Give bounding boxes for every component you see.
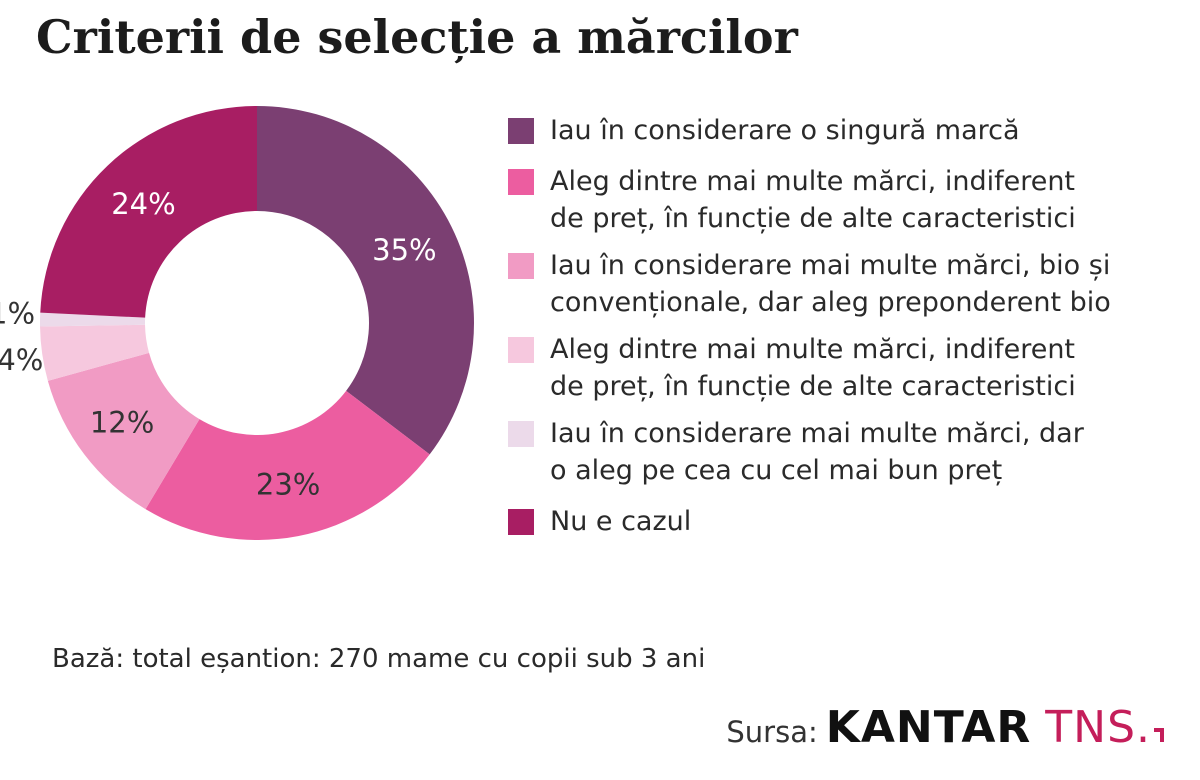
donut-slice-2 [145, 390, 430, 540]
legend-label-line: Iau în considerare mai multe mărci, dar [550, 418, 1084, 449]
logo-corner-mark-icon [1154, 728, 1164, 742]
legend-label-line: Iau în considerare mai multe mărci, bio … [550, 250, 1111, 281]
legend-swatch-2 [508, 169, 534, 195]
legend-item-6: Nu e cazul [508, 503, 1168, 540]
legend-label-line: Aleg dintre mai multe mărci, indiferent [550, 166, 1076, 197]
sample-base-note: Bază: total eșantion: 270 mame cu copii … [52, 644, 706, 674]
chart-title: Criterii de selecție a mărcilor [36, 10, 798, 64]
slice-value-label-4: 4% [0, 343, 43, 377]
slice-value-label-3: 12% [90, 406, 154, 440]
legend-label-line: o aleg pe cea cu cel mai bun preț [550, 455, 1003, 486]
source-line: Sursa: KANTAR TNS. [726, 702, 1164, 753]
legend-label-2: Aleg dintre mai multe mărci, indiferent d… [550, 163, 1076, 237]
donut-slice-3 [47, 352, 200, 510]
legend-item-3: Iau în considerare mai multe mărci, bio … [508, 247, 1168, 321]
legend-label-5: Iau în considerare mai multe mărci, dar o… [550, 415, 1084, 489]
legend-item-5: Iau în considerare mai multe mărci, dar o… [508, 415, 1168, 489]
legend-label-1: Iau în considerare o singură marcă [550, 112, 1020, 149]
legend-swatch-3 [508, 253, 534, 279]
legend-item-4: Aleg dintre mai multe mărci, indiferent d… [508, 331, 1168, 405]
donut-slice-5 [39, 312, 146, 327]
slice-value-label-6: 24% [111, 187, 175, 221]
legend-label-line: Nu e cazul [550, 506, 692, 537]
legend-label-3: Iau în considerare mai multe mărci, bio … [550, 247, 1111, 321]
legend-label-line: de preț, în funcție de alte caracteristi… [550, 371, 1076, 402]
legend-item-2: Aleg dintre mai multe mărci, indiferent d… [508, 163, 1168, 237]
legend-swatch-1 [508, 118, 534, 144]
kantar-tns-logo: KANTAR TNS. [826, 702, 1164, 753]
legend-swatch-6 [508, 509, 534, 535]
donut-slices [39, 106, 475, 540]
legend-label-line: Iau în considerare o singură marcă [550, 115, 1020, 146]
source-label: Sursa: [726, 715, 818, 749]
donut-slice-4 [40, 324, 150, 381]
legend-label-line: Aleg dintre mai multe mărci, indiferent [550, 334, 1076, 365]
legend-label-line: convenționale, dar aleg preponderent bio [550, 287, 1111, 318]
logo-word-kantar: KANTAR [825, 702, 1032, 753]
slice-value-label-5: 1% [0, 296, 35, 330]
slice-value-label-2: 23% [256, 468, 320, 502]
donut-slice-6 [40, 106, 257, 318]
legend-swatch-4 [508, 337, 534, 363]
donut-labels: 35% 23% 12% 4% 1% 24% [0, 187, 437, 502]
legend-label-4: Aleg dintre mai multe mărci, indiferent d… [550, 331, 1076, 405]
donut-slice-1 [257, 106, 475, 455]
legend-swatch-5 [508, 421, 534, 447]
chart-legend: Iau în considerare o singură marcă Aleg d… [508, 112, 1168, 540]
slice-value-label-1: 35% [372, 233, 436, 267]
logo-word-tns: TNS. [1045, 702, 1151, 753]
legend-label-line: de preț, în funcție de alte caracteristi… [550, 203, 1076, 234]
donut-chart: 35% 23% 12% 4% 1% 24% [0, 106, 475, 540]
legend-item-1: Iau în considerare o singură marcă [508, 112, 1168, 149]
legend-label-6: Nu e cazul [550, 503, 691, 540]
